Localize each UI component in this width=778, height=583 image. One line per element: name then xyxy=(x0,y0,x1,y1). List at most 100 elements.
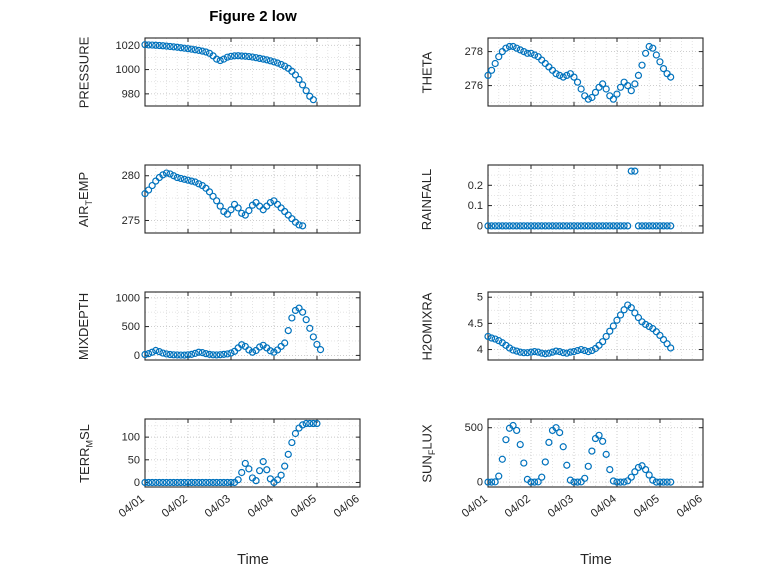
data-point xyxy=(288,438,296,447)
data-point xyxy=(667,73,675,81)
chart-canvas-air-temp: 275 280 xyxy=(122,164,361,234)
data-point xyxy=(616,311,625,319)
data-point xyxy=(498,455,506,463)
y-axis-label: RAINFALL xyxy=(419,168,435,230)
data-point xyxy=(195,46,203,54)
data-point xyxy=(220,478,228,487)
data-point xyxy=(187,45,196,53)
x-tick-label: 04/06 xyxy=(675,493,705,520)
data-point xyxy=(556,348,564,356)
data-point xyxy=(159,478,167,487)
data-point xyxy=(563,222,571,230)
data-point xyxy=(148,41,156,49)
data-point xyxy=(299,421,307,429)
data-point xyxy=(191,349,199,357)
data-point xyxy=(527,222,535,230)
chart-canvas-rainfall: 0 0.1 0.2 xyxy=(468,164,704,234)
data-point xyxy=(159,349,167,357)
data-point xyxy=(166,170,174,178)
data-point xyxy=(277,471,285,479)
x-tick-label: 04/05 xyxy=(289,493,319,520)
data-point xyxy=(309,333,317,341)
data-point xyxy=(627,87,635,95)
data-point xyxy=(173,43,181,51)
data-point xyxy=(606,327,614,335)
data-point xyxy=(584,462,592,470)
data-point xyxy=(216,202,224,210)
data-point xyxy=(552,424,560,432)
data-point xyxy=(177,351,185,359)
chart-canvas-sun-flux: 0 500 04/01 04/02 04/03 04/04 04/05 04/06 xyxy=(460,418,705,520)
data-point xyxy=(552,347,560,355)
data-point xyxy=(513,44,521,52)
data-point xyxy=(509,346,517,354)
y-axis-label: TERRMSL xyxy=(76,423,95,483)
data-point xyxy=(573,346,582,355)
y-axis-label: THETA xyxy=(419,51,435,93)
data-point xyxy=(248,348,257,356)
data-point xyxy=(223,350,231,358)
data-point xyxy=(659,478,668,486)
y-tick-label: 0 xyxy=(134,350,140,362)
data-point xyxy=(588,447,596,455)
data-point xyxy=(291,306,300,315)
data-point xyxy=(166,42,174,51)
data-point xyxy=(309,96,317,104)
data-point xyxy=(216,56,224,65)
data-point xyxy=(581,222,589,230)
data-point xyxy=(559,222,567,230)
y-axis-label: MIXDEPTH xyxy=(76,292,92,360)
data-point xyxy=(173,478,181,487)
data-point xyxy=(166,350,174,359)
data-point xyxy=(588,222,596,230)
data-point xyxy=(277,342,285,351)
x-tick-label: 04/02 xyxy=(160,493,190,520)
data-point xyxy=(581,346,589,355)
data-point xyxy=(277,204,285,212)
data-point xyxy=(663,222,671,230)
data-point xyxy=(487,66,496,74)
data-point xyxy=(299,81,307,89)
data-point xyxy=(634,463,643,472)
data-point xyxy=(216,478,224,487)
subplot-theta: THETA 276 278 xyxy=(414,35,711,113)
data-point xyxy=(556,429,564,437)
data-point xyxy=(541,350,549,358)
data-point xyxy=(566,222,574,230)
data-point xyxy=(634,314,643,322)
data-point xyxy=(502,222,510,230)
data-point xyxy=(191,178,199,186)
data-point xyxy=(570,222,578,230)
data-point xyxy=(184,351,192,359)
data-point xyxy=(520,48,528,56)
x-tick-label: 04/05 xyxy=(632,493,662,520)
data-point xyxy=(295,75,303,84)
data-point xyxy=(245,346,253,354)
data-point xyxy=(498,222,506,230)
data-point xyxy=(155,348,163,356)
data-point xyxy=(599,80,607,88)
data-point xyxy=(281,339,289,347)
data-point xyxy=(259,55,267,63)
data-point xyxy=(602,85,610,93)
data-point xyxy=(180,175,189,183)
data-point xyxy=(248,53,257,61)
data-point xyxy=(645,322,653,331)
data-point xyxy=(273,200,282,208)
data-point xyxy=(241,52,249,60)
data-point xyxy=(306,324,314,332)
data-point xyxy=(563,71,571,80)
y-tick-label: 980 xyxy=(122,88,140,100)
data-point xyxy=(144,41,153,49)
data-point xyxy=(509,421,517,430)
data-point xyxy=(288,215,296,223)
data-point xyxy=(495,222,503,230)
data-point xyxy=(495,53,503,61)
data-point xyxy=(491,335,499,343)
data-point xyxy=(577,222,585,230)
data-point xyxy=(602,222,610,230)
data-point xyxy=(631,167,639,175)
subplot-air-temp: AIRTEMP 275 280 xyxy=(71,162,368,240)
data-point xyxy=(667,478,675,486)
data-point xyxy=(509,222,517,230)
